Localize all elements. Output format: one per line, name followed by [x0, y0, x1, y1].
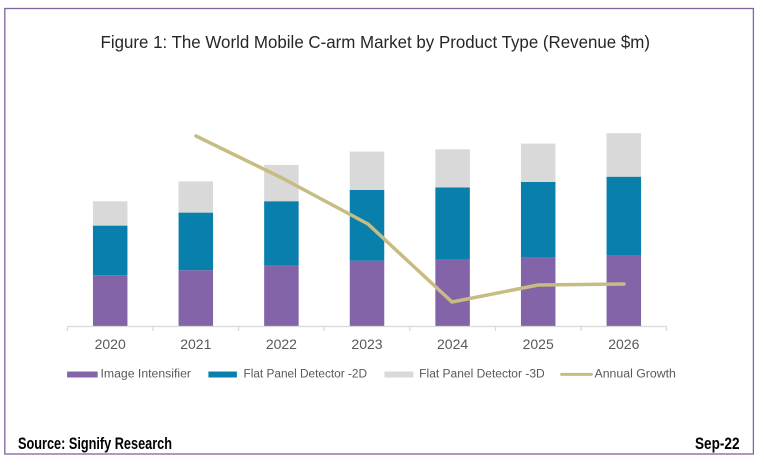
- svg-text:2021: 2021: [180, 336, 211, 352]
- svg-text:2026: 2026: [608, 336, 639, 352]
- svg-text:2020: 2020: [95, 336, 126, 352]
- svg-text:Annual Growth: Annual Growth: [595, 369, 676, 381]
- svg-text:2025: 2025: [523, 336, 554, 352]
- svg-text:Image Intensifier: Image Intensifier: [101, 369, 192, 381]
- svg-text:2023: 2023: [351, 336, 382, 352]
- svg-text:2022: 2022: [266, 336, 297, 352]
- svg-text:Figure 1: The World Mobile C-a: Figure 1: The World Mobile C-arm Market …: [101, 32, 651, 52]
- svg-text:2024: 2024: [437, 336, 468, 352]
- svg-text:Flat Panel Detector -3D: Flat Panel Detector -3D: [419, 369, 545, 381]
- svg-text:Sep-22: Sep-22: [695, 434, 740, 453]
- svg-text:Source: Signify Research: Source: Signify Research: [18, 434, 172, 453]
- svg-text:Flat Panel Detector -2D: Flat Panel Detector -2D: [244, 369, 368, 381]
